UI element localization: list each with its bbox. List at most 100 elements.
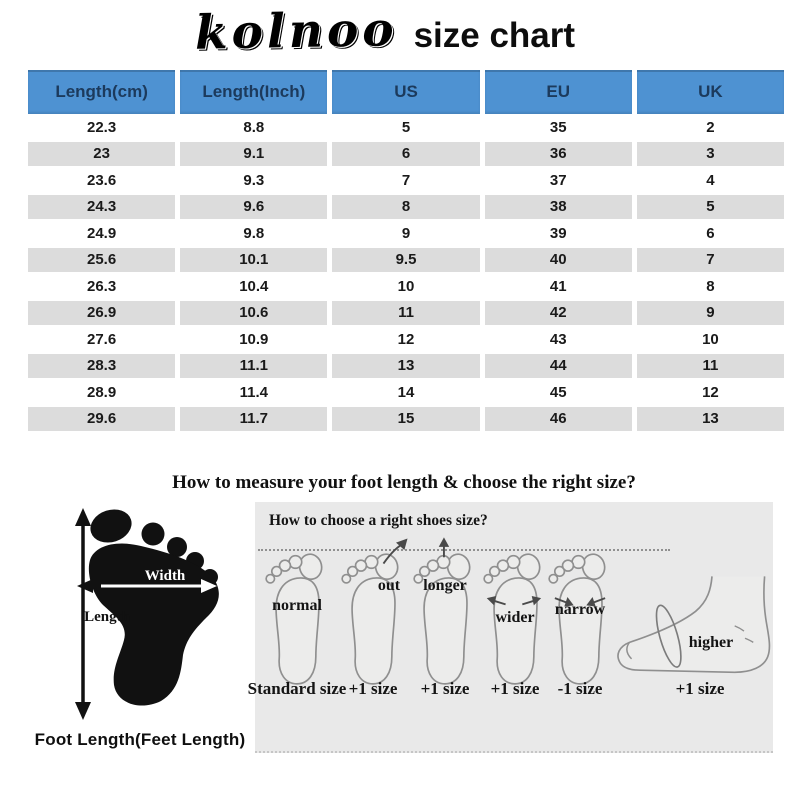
table-cell: 11 [636, 352, 785, 379]
table-cell: 36 [484, 140, 632, 167]
table-header-cell: US [332, 70, 480, 114]
width-label: Width [145, 568, 186, 584]
table-cell: 7 [636, 246, 785, 273]
table-cell: 26.3 [87, 277, 117, 295]
table-cell: 43 [549, 330, 567, 348]
table-cell: 45 [549, 383, 567, 401]
table-cell: 13 [332, 352, 480, 379]
length-label: Length [84, 609, 131, 625]
table-cell: 8 [332, 193, 480, 220]
table-cell: 38 [484, 193, 632, 220]
table-cell: 9 [636, 299, 785, 326]
table-cell: 10 [702, 330, 719, 348]
table-cell: 27.6 [87, 330, 117, 348]
table-cell: 4 [706, 171, 715, 189]
table-cell: 10.4 [239, 277, 269, 295]
table-cell: 5 [636, 193, 785, 220]
foot-narrow-label: narrow [554, 601, 606, 618]
narrow-arrows-icon [554, 597, 606, 607]
table-cell: 14 [397, 383, 415, 401]
table-cell: 44 [484, 352, 632, 379]
table-cell: 28.9 [87, 383, 117, 401]
size-label-longer: +1 size [420, 679, 470, 698]
table-cell: 11.7 [180, 405, 328, 432]
size-label-higher: +1 size [675, 679, 725, 698]
table-row: 29.6 11.7 15 46 13 [28, 405, 785, 432]
instep-loop-icon [655, 604, 682, 668]
table-cell: 10.6 [180, 299, 328, 326]
table-cell: 25.6 [28, 246, 176, 273]
table-cell: 24.3 [28, 193, 176, 220]
table-header-cell: Length(Inch) [180, 70, 328, 114]
table-cell: 9 [401, 224, 411, 242]
table-cell: 12 [397, 330, 415, 348]
table-row: 23.6 9.3 7 37 4 [28, 167, 784, 194]
choose-size-panel: How to choose a right shoes size? normal… [248, 502, 773, 753]
foot-higher: higher [613, 574, 778, 689]
table-cell: 41 [549, 277, 567, 295]
table-row: 22.3 8.8 5 35 2 [28, 114, 784, 141]
table-cell: 9.6 [180, 193, 328, 220]
width-arrow-icon [77, 579, 217, 593]
table-header-cell: EU [484, 70, 632, 114]
table-cell: 11.4 [239, 383, 268, 401]
table-row: 26.3 10.4 10 41 8 [28, 273, 784, 300]
table-cell: 10.9 [239, 330, 269, 348]
table-cell: 9.3 [243, 171, 265, 189]
table-row: 25.6 10.1 9.5 40 7 [28, 246, 785, 273]
page-title: kolnoo size chart [0, 2, 770, 61]
out-arrow-icon [382, 538, 408, 565]
table-cell: 23 [28, 140, 176, 167]
table-row: 23 9.1 6 36 3 [28, 140, 785, 167]
table-cell: 7 [401, 171, 411, 189]
table-cell: 40 [484, 246, 632, 273]
size-label-narrow: -1 size [557, 679, 603, 698]
table-cell: 37 [549, 171, 567, 189]
table-cell: 26.9 [28, 299, 176, 326]
table-cell: 6 [706, 224, 715, 242]
table-cell: 10.1 [180, 246, 328, 273]
table-cell: 23.6 [87, 171, 117, 189]
table-row: 27.6 10.9 12 43 10 [28, 326, 784, 353]
toe-line [258, 549, 670, 551]
table-cell: 28.3 [28, 352, 176, 379]
foot-narrow: narrow [548, 551, 612, 691]
table-cell: 29.6 [28, 405, 176, 432]
wider-arrows-icon [486, 595, 542, 606]
table-cell: 5 [401, 118, 411, 136]
foot-normal-label: normal [272, 597, 322, 614]
foot-wider: wider [483, 551, 547, 691]
measure-heading: How to measure your foot length & choose… [172, 472, 636, 493]
size-label-wider: +1 size [490, 679, 540, 698]
table-cell: 46 [484, 405, 632, 432]
table-row: 28.9 11.4 14 45 12 [28, 379, 784, 406]
footprint-icon [88, 509, 219, 706]
table-cell: 12 [702, 383, 719, 401]
table-cell: 35 [549, 118, 567, 136]
table-row: 24.9 9.8 9 39 6 [28, 220, 784, 247]
side-foot-outline [617, 576, 771, 674]
size-label-normal: Standard size [247, 679, 347, 698]
table-cell: 24.9 [87, 224, 117, 242]
size-label-out: +1 size [348, 679, 398, 698]
table-cell: 8.8 [243, 118, 265, 136]
foot-out-label: out [377, 577, 401, 594]
table-cell: 13 [636, 405, 785, 432]
table-cell: 3 [636, 140, 785, 167]
table-cell: 9.8 [243, 224, 265, 242]
table-row: 28.3 11.1 13 44 11 [28, 352, 785, 379]
table-cell: 10 [397, 277, 415, 295]
page-title-text: size chart [413, 16, 576, 55]
table-cell: 8 [706, 277, 715, 295]
table-cell: 22.3 [87, 118, 117, 136]
longer-arrow-icon [438, 537, 450, 558]
foot-higher-label: higher [688, 634, 734, 651]
table-cell: 11.1 [180, 352, 328, 379]
table-header-cell: Length(cm) [28, 70, 176, 114]
foot-longer-label: longer [423, 577, 467, 594]
table-cell: 6 [332, 140, 480, 167]
foot-measure-diagram: Width Length [75, 508, 219, 720]
table-header-cell: UK [636, 70, 785, 114]
panel-title: How to choose a right shoes size? [269, 512, 488, 529]
